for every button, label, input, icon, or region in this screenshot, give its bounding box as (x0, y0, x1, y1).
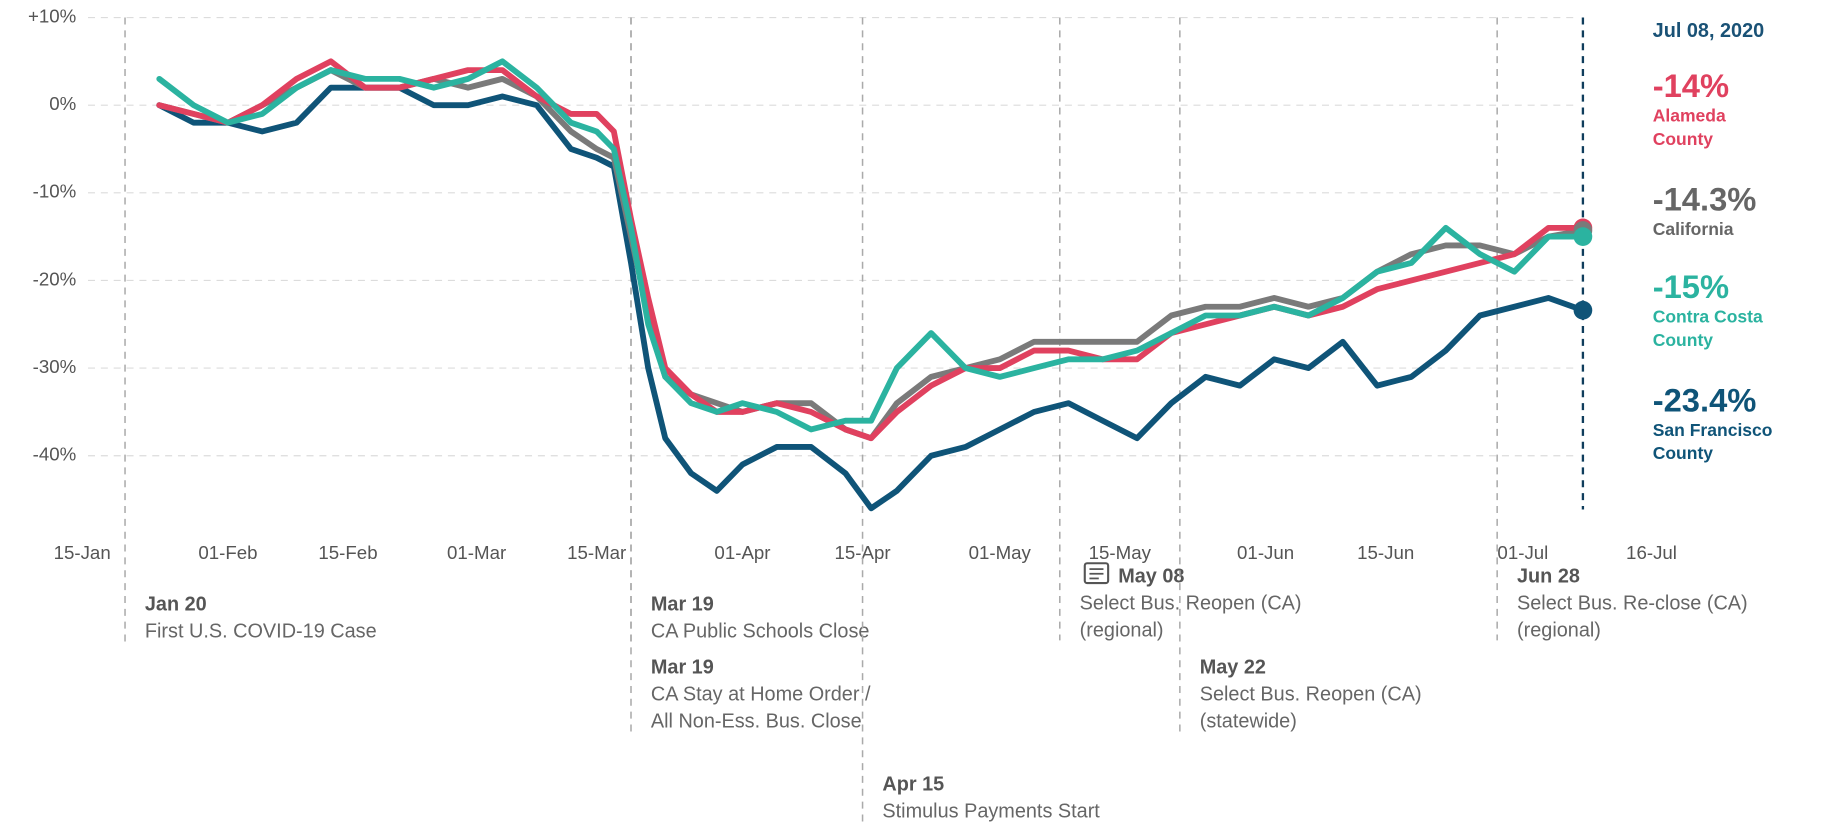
current-value: -14.3% (1652, 181, 1757, 218)
y-tick-label: -40% (33, 444, 77, 465)
series-name: Contra Costa County (1652, 307, 1763, 351)
x-tick-label: 15-Apr (835, 542, 891, 563)
series-line (156, 58, 1586, 433)
x-tick-label: 01-Mar (447, 542, 506, 563)
x-tick-label: 15-Feb (318, 542, 377, 563)
annotation-text: Stimulus Payments Start (882, 800, 1100, 822)
current-label: -15%Contra Costa County (1653, 269, 1833, 353)
x-tick-label: 15-Jan (54, 542, 111, 563)
current-label-box: -23.4% San Francisco County (1653, 382, 1833, 466)
series-name: San Francisco County (1652, 420, 1773, 464)
annotation-text: (statewide) (1200, 710, 1297, 732)
x-tick-label: 01-Jul (1497, 542, 1548, 563)
current-value: -15% (1652, 268, 1730, 305)
annotation-date: May 08 (1118, 566, 1184, 588)
series-line (156, 58, 1586, 442)
annotation-date: Mar 19 (651, 657, 714, 679)
y-tick-label: -30% (33, 356, 77, 377)
y-tick-label: +10% (28, 5, 76, 26)
series-name: Alameda County (1652, 106, 1726, 150)
current-label: -23.4%San Francisco County (1653, 382, 1833, 466)
annotation-date: Mar 19 (651, 594, 714, 616)
current-label: -14%Alameda County (1653, 68, 1833, 152)
annotation-date: May 22 (1200, 657, 1266, 679)
current-label-box: -14% Alameda County (1653, 68, 1833, 152)
annotation-text: CA Public Schools Close (651, 620, 870, 642)
annotation-text: All Non-Ess. Bus. Close (651, 710, 862, 732)
note-icon (1083, 562, 1110, 585)
x-tick-label: 15-Jun (1357, 542, 1414, 563)
current-value: -23.4% (1652, 382, 1757, 419)
annotation-date: Apr 15 (882, 774, 944, 796)
y-tick-label: 0% (49, 93, 76, 114)
annotation-text: Select Bus. Re-close (CA) (1517, 592, 1748, 614)
current-label-box: -15% Contra Costa County (1653, 269, 1833, 353)
current-dot (1573, 300, 1593, 320)
annotation-date: Jun 28 (1517, 566, 1580, 588)
series-line (156, 84, 1586, 512)
x-tick-label: 01-Jun (1237, 542, 1294, 563)
x-tick-label: 16-Jul (1626, 542, 1677, 563)
x-tick-label: 15-May (1089, 542, 1152, 563)
x-tick-label: 01-Feb (198, 542, 257, 563)
annotation-date: Jan 20 (145, 594, 207, 616)
y-tick-label: -20% (33, 268, 77, 289)
annotation-text: CA Stay at Home Order / (651, 684, 871, 706)
series-name: California (1652, 219, 1734, 240)
current-label-box: -14.3% California (1653, 181, 1833, 242)
annotation-text: (regional) (1080, 619, 1164, 641)
current-date: Jul 08, 2020 (1653, 20, 1765, 42)
y-tick-label: -10% (33, 181, 77, 202)
annotation-text: Select Bus. Reopen (CA) (1200, 684, 1422, 706)
x-tick-label: 01-Apr (714, 542, 770, 563)
annotation-text: (regional) (1517, 619, 1601, 641)
x-tick-label: 01-May (969, 542, 1032, 563)
x-tick-label: 15-Mar (567, 542, 626, 563)
annotation-text: First U.S. COVID-19 Case (145, 620, 377, 642)
current-label: -14.3%California (1653, 181, 1833, 242)
current-dot (1573, 227, 1593, 246)
series-line (156, 67, 1586, 442)
annotation-text: Select Bus. Reopen (CA) (1080, 592, 1302, 614)
current-value: -14% (1652, 67, 1730, 105)
